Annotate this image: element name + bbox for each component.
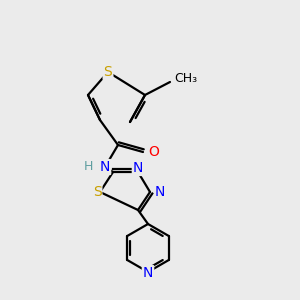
- Text: H: H: [84, 160, 93, 173]
- Text: O: O: [148, 145, 159, 159]
- Text: S: S: [103, 65, 112, 79]
- Text: S: S: [93, 185, 101, 199]
- Text: N: N: [143, 266, 153, 280]
- Text: N: N: [100, 160, 110, 174]
- Text: N: N: [155, 185, 165, 199]
- Text: N: N: [133, 161, 143, 175]
- Text: CH₃: CH₃: [174, 73, 197, 85]
